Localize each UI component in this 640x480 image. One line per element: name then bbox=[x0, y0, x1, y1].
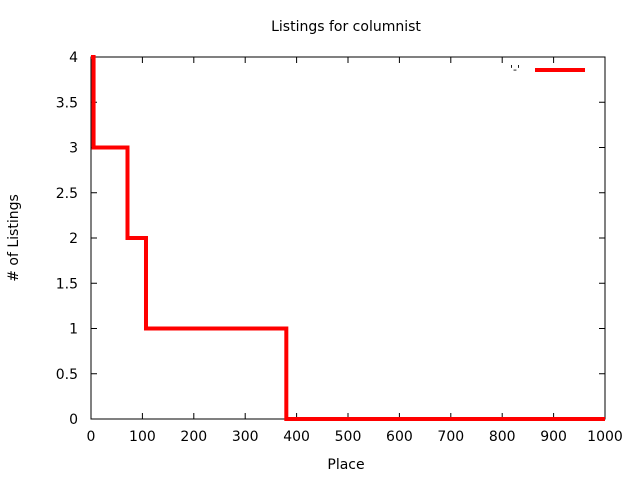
plot-frame bbox=[90, 56, 606, 420]
y-tick-label: 0.5 bbox=[56, 367, 78, 383]
chart-title: Listings for columnist bbox=[271, 19, 421, 35]
y-tick-label: 1.5 bbox=[56, 276, 78, 292]
x-tick-label: 200 bbox=[180, 429, 207, 445]
x-axis: 0 100 200 300 400 500 600 700 800 900 1000 bbox=[87, 57, 623, 445]
x-tick-label: 100 bbox=[129, 429, 156, 445]
legend: '-' bbox=[510, 63, 585, 76]
x-tick-label: 0 bbox=[87, 429, 96, 445]
plot-border bbox=[90, 56, 606, 420]
y-axis: 0 0.5 1 1.5 2 2.5 3 3.5 4 bbox=[56, 50, 605, 428]
y-axis-title: # of Listings bbox=[6, 194, 22, 282]
x-tick-label: 300 bbox=[232, 429, 259, 445]
x-tick-label: 800 bbox=[489, 429, 516, 445]
x-tick-label: 600 bbox=[386, 429, 413, 445]
y-tick-label: 2 bbox=[69, 231, 78, 247]
legend-label: '-' bbox=[510, 63, 520, 76]
x-tick-label: 400 bbox=[283, 429, 310, 445]
x-tick-label: 500 bbox=[335, 429, 362, 445]
y-tick-label: 3.5 bbox=[56, 95, 78, 111]
y-tick-label: 2.5 bbox=[56, 186, 78, 202]
y-tick-label: 4 bbox=[69, 50, 78, 66]
y-tick-label: 0 bbox=[69, 412, 78, 428]
series-layer bbox=[91, 55, 605, 421]
y-tick-label: 1 bbox=[69, 322, 78, 338]
x-tick-label: 900 bbox=[540, 429, 567, 445]
x-tick-label: 700 bbox=[437, 429, 464, 445]
y-tick-label: 3 bbox=[69, 141, 78, 157]
x-axis-title: Place bbox=[327, 457, 364, 473]
x-tick-label: 1000 bbox=[587, 429, 623, 445]
series-line bbox=[91, 55, 605, 421]
